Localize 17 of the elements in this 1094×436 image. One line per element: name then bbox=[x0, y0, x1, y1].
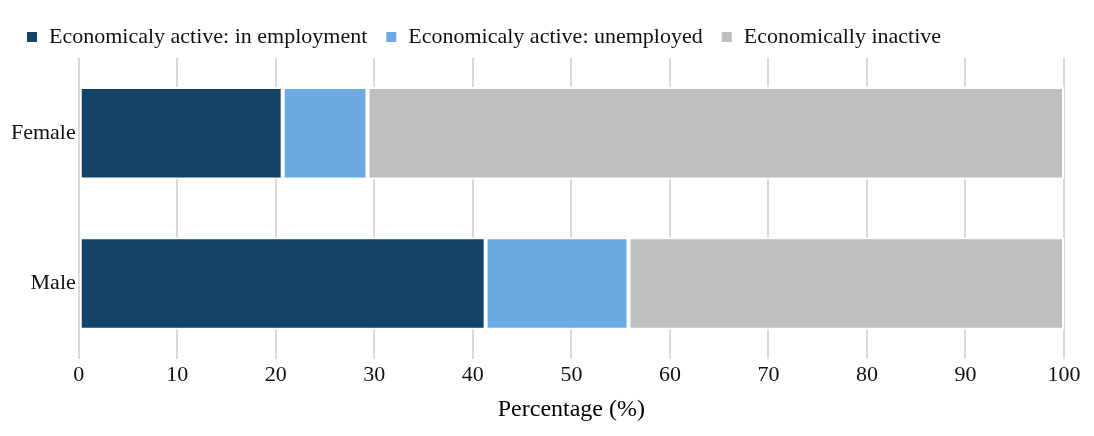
legend-label: Economically inactive bbox=[743, 22, 942, 48]
x-axis-title: Percentage (%) bbox=[497, 394, 645, 421]
x-tick-label: 90 bbox=[954, 360, 977, 386]
y-tick-label: Male bbox=[30, 269, 76, 295]
x-tick-label: 60 bbox=[658, 360, 681, 386]
legend-label: Economicaly active: in employment bbox=[49, 22, 368, 48]
x-tick-label: 0 bbox=[73, 360, 85, 386]
x-tick-label: 40 bbox=[461, 360, 484, 386]
x-tick-label: 80 bbox=[855, 360, 878, 386]
y-tick-label: Female bbox=[10, 118, 76, 144]
x-tick-label: 20 bbox=[264, 360, 287, 386]
x-tick-label: 70 bbox=[757, 360, 780, 386]
x-tick-label: 10 bbox=[166, 360, 189, 386]
x-tick-label: 100 bbox=[1047, 360, 1081, 386]
x-tick-label: 30 bbox=[363, 360, 386, 386]
legend-label: Economicaly active: unemployed bbox=[408, 22, 703, 48]
x-tick-label: 50 bbox=[560, 360, 583, 386]
